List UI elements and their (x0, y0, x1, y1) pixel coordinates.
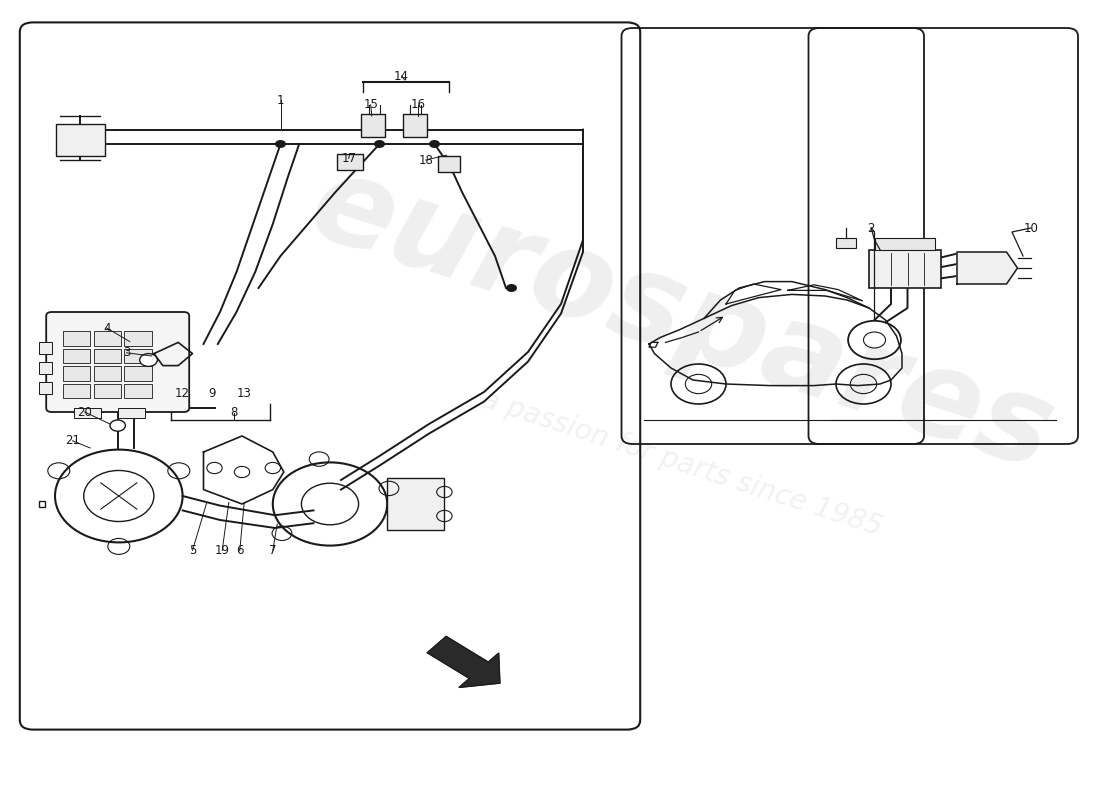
Text: 3: 3 (123, 346, 130, 359)
Bar (124, 384, 152, 398)
Text: 16: 16 (410, 98, 426, 111)
Bar (438, 156, 460, 172)
Text: 1: 1 (277, 94, 284, 106)
Bar (63, 366, 90, 381)
Text: a passion for parts since 1985: a passion for parts since 1985 (478, 386, 886, 542)
Text: 4: 4 (103, 322, 110, 334)
Bar (403, 114, 427, 137)
Text: 13: 13 (236, 387, 252, 400)
Circle shape (207, 462, 222, 474)
Circle shape (234, 466, 250, 478)
Circle shape (110, 420, 125, 431)
Bar (63, 349, 90, 363)
Text: 6: 6 (236, 544, 243, 557)
Text: 21: 21 (65, 434, 80, 447)
Bar (74, 408, 101, 418)
Bar (361, 114, 385, 137)
Polygon shape (427, 637, 499, 687)
Text: 7: 7 (270, 544, 276, 557)
Text: 8: 8 (231, 406, 238, 419)
Circle shape (429, 140, 440, 148)
Bar (124, 331, 152, 346)
Circle shape (140, 354, 157, 366)
Bar (337, 154, 363, 170)
Bar (94, 331, 121, 346)
Text: 10: 10 (1023, 222, 1038, 234)
Text: 5: 5 (189, 544, 196, 557)
Bar (124, 349, 152, 363)
Circle shape (265, 462, 280, 474)
Bar (387, 478, 444, 530)
Bar (94, 366, 121, 381)
Text: 17: 17 (341, 152, 356, 165)
Text: 20: 20 (77, 406, 92, 418)
Polygon shape (957, 252, 1018, 284)
Bar (94, 349, 121, 363)
Bar (836, 238, 856, 248)
Bar (94, 384, 121, 398)
Bar (63, 331, 90, 346)
Bar (874, 238, 935, 250)
FancyBboxPatch shape (46, 312, 189, 412)
Text: 14: 14 (394, 70, 409, 82)
Bar (63, 384, 90, 398)
Text: 2: 2 (868, 222, 875, 234)
Bar (39, 362, 52, 374)
Text: 19: 19 (214, 544, 230, 557)
Text: 18: 18 (418, 154, 433, 166)
Text: 9: 9 (209, 387, 216, 400)
Bar (39, 382, 52, 394)
Text: eurospares: eurospares (297, 145, 1067, 495)
Bar (39, 342, 52, 354)
Circle shape (374, 140, 385, 148)
Circle shape (506, 284, 517, 292)
Bar (869, 250, 940, 288)
Text: 15: 15 (363, 98, 378, 111)
Bar (124, 366, 152, 381)
Bar (56, 124, 104, 156)
Bar (118, 408, 145, 418)
Circle shape (275, 140, 286, 148)
Text: 12: 12 (175, 387, 190, 400)
